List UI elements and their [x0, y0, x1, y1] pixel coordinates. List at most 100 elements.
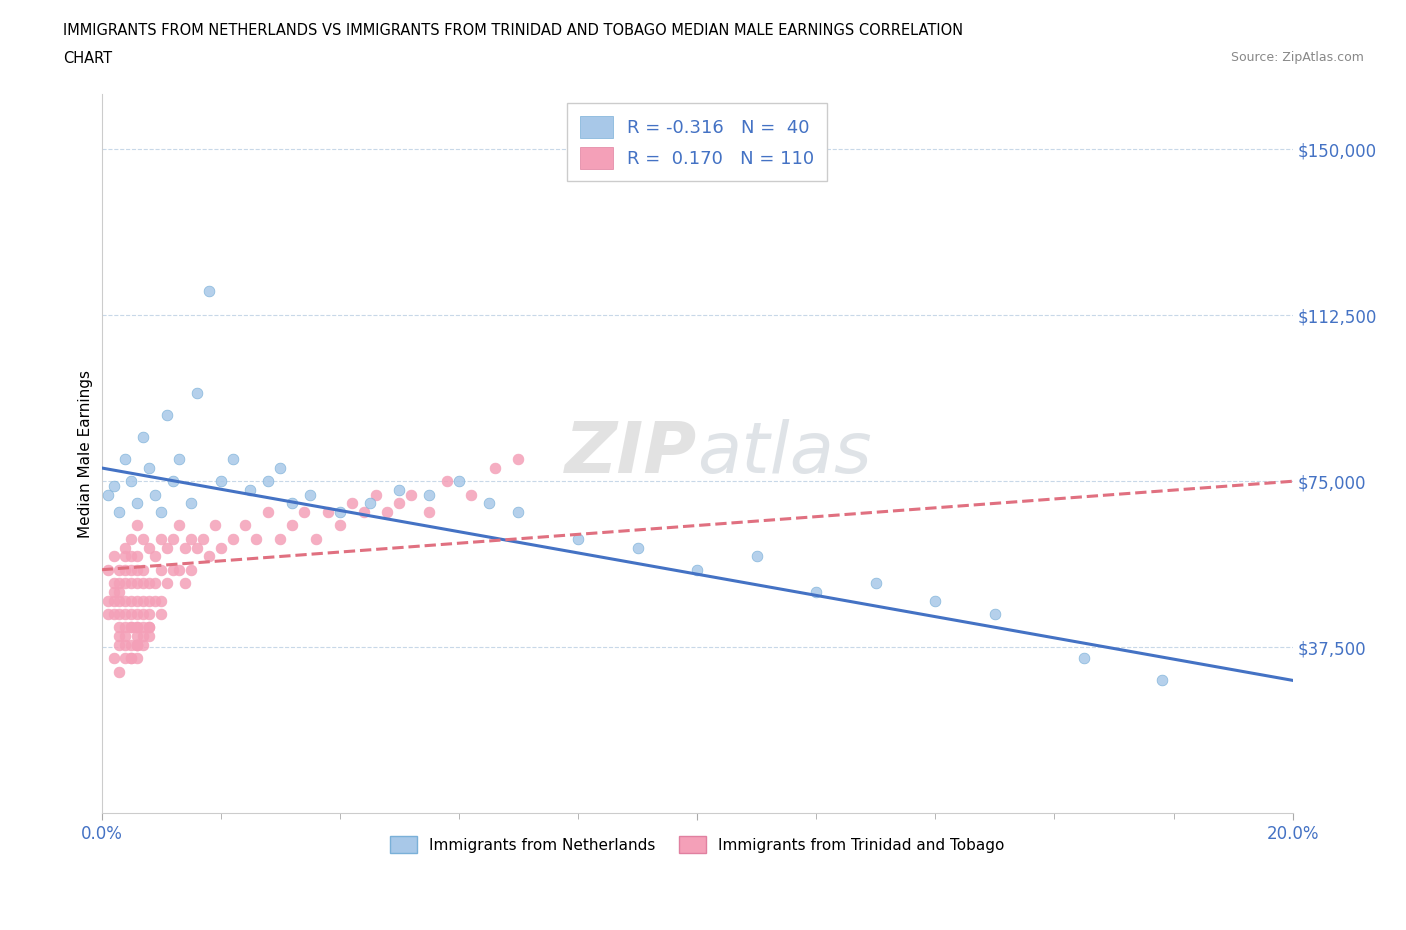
Point	[447, 473, 470, 488]
Point	[478, 496, 501, 511]
Point	[120, 651, 142, 666]
Point	[221, 452, 243, 467]
Point	[150, 606, 173, 621]
Point	[316, 505, 339, 520]
Point	[96, 563, 118, 578]
Point	[127, 619, 149, 634]
Point	[120, 473, 142, 488]
Point	[508, 452, 530, 467]
Point	[127, 651, 149, 666]
Point	[120, 549, 142, 564]
Point	[245, 531, 267, 546]
Text: Source: ZipAtlas.com: Source: ZipAtlas.com	[1230, 51, 1364, 64]
Point	[103, 651, 125, 666]
Point	[460, 487, 482, 502]
Point	[114, 638, 136, 653]
Point	[132, 593, 155, 608]
Point	[329, 505, 352, 520]
Point	[120, 619, 142, 634]
Point	[120, 531, 142, 546]
Point	[120, 619, 142, 634]
Point	[745, 549, 768, 564]
Point	[132, 563, 155, 578]
Point	[108, 563, 131, 578]
Point	[96, 487, 118, 502]
Point	[132, 638, 155, 653]
Point	[108, 576, 131, 591]
Point	[108, 664, 131, 679]
Point	[143, 593, 166, 608]
Point	[127, 576, 149, 591]
Point	[281, 496, 304, 511]
Point	[180, 531, 202, 546]
Point	[127, 606, 149, 621]
Point	[186, 385, 208, 400]
Point	[138, 460, 160, 475]
Point	[127, 629, 149, 644]
Point	[418, 487, 440, 502]
Point	[209, 540, 232, 555]
Point	[156, 540, 179, 555]
Point	[103, 584, 125, 599]
Point	[257, 505, 280, 520]
Point	[984, 606, 1007, 621]
Point	[281, 518, 304, 533]
Point	[924, 593, 946, 608]
Point	[120, 638, 142, 653]
Point	[132, 531, 155, 546]
Point	[120, 563, 142, 578]
Point	[174, 576, 197, 591]
Point	[143, 487, 166, 502]
Point	[120, 651, 142, 666]
Point	[103, 549, 125, 564]
Point	[120, 576, 142, 591]
Point	[198, 549, 221, 564]
Point	[340, 496, 363, 511]
Point	[138, 619, 160, 634]
Point	[567, 531, 589, 546]
Point	[436, 473, 458, 488]
Point	[233, 518, 256, 533]
Point	[114, 563, 136, 578]
Point	[377, 505, 399, 520]
Point	[269, 460, 291, 475]
Point	[167, 518, 190, 533]
Point	[114, 576, 136, 591]
Point	[138, 629, 160, 644]
Point	[209, 473, 232, 488]
Point	[114, 549, 136, 564]
Point	[191, 531, 214, 546]
Legend: Immigrants from Netherlands, Immigrants from Trinidad and Tobago: Immigrants from Netherlands, Immigrants …	[384, 830, 1011, 859]
Point	[108, 619, 131, 634]
Point	[138, 606, 160, 621]
Point	[174, 540, 197, 555]
Point	[114, 606, 136, 621]
Point	[127, 496, 149, 511]
Point	[132, 576, 155, 591]
Point	[162, 563, 184, 578]
Point	[114, 452, 136, 467]
Point	[96, 593, 118, 608]
Point	[162, 531, 184, 546]
Point	[127, 549, 149, 564]
Point	[108, 584, 131, 599]
Point	[132, 430, 155, 445]
Point	[127, 593, 149, 608]
Point	[103, 606, 125, 621]
Point	[127, 619, 149, 634]
Point	[359, 496, 381, 511]
Point	[108, 593, 131, 608]
Point	[143, 549, 166, 564]
Point	[143, 576, 166, 591]
Point	[138, 619, 160, 634]
Point	[120, 606, 142, 621]
Point	[150, 531, 173, 546]
Point	[484, 460, 506, 475]
Point	[132, 619, 155, 634]
Point	[132, 606, 155, 621]
Point	[103, 593, 125, 608]
Point	[156, 407, 179, 422]
Point	[127, 638, 149, 653]
Point	[1150, 673, 1173, 688]
Point	[114, 540, 136, 555]
